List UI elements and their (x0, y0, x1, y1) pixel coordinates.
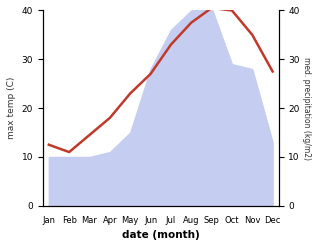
Y-axis label: max temp (C): max temp (C) (7, 77, 16, 139)
Y-axis label: med. precipitation (kg/m2): med. precipitation (kg/m2) (302, 57, 311, 160)
X-axis label: date (month): date (month) (122, 230, 200, 240)
